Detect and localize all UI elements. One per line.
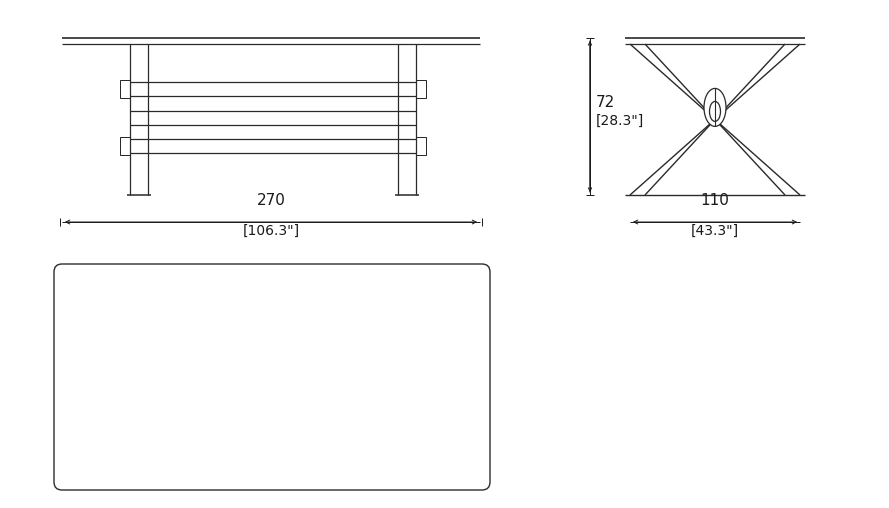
Text: [28.3"]: [28.3"]	[596, 113, 645, 128]
Bar	[120, 80, 130, 98]
Ellipse shape	[704, 88, 726, 126]
Text: 110: 110	[701, 193, 730, 208]
Ellipse shape	[709, 102, 720, 121]
Bar	[120, 137, 130, 155]
FancyBboxPatch shape	[54, 264, 490, 490]
Bar	[416, 137, 426, 155]
Text: [43.3"]: [43.3"]	[691, 224, 739, 238]
Bar	[416, 80, 426, 98]
Text: 72: 72	[596, 95, 615, 110]
Text: [106.3"]: [106.3"]	[243, 224, 300, 238]
Text: 270: 270	[257, 193, 285, 208]
